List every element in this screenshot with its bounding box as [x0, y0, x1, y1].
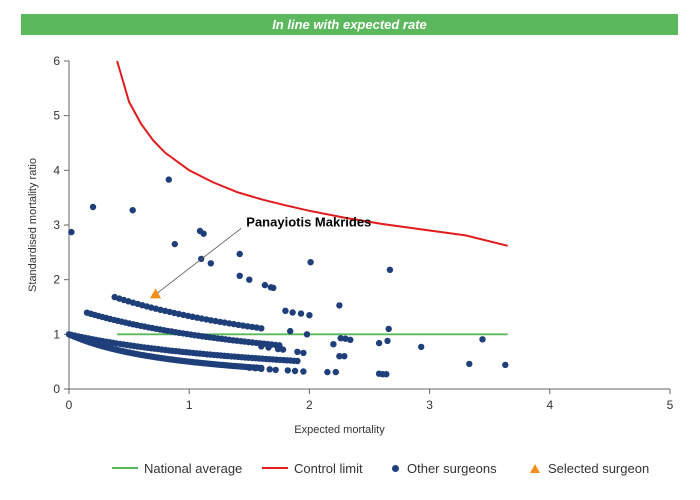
y-tick-label: 4 — [53, 163, 60, 177]
other-surgeon-point — [502, 361, 509, 369]
control-limit-line — [116, 60, 508, 247]
legend-swatch-line — [112, 467, 138, 469]
other-surgeon-point — [386, 266, 394, 273]
y-tick-label: 0 — [53, 382, 60, 396]
other-surgeon-point — [252, 365, 259, 372]
other-surgeon-point — [347, 336, 354, 343]
other-surgeon-point — [342, 335, 349, 342]
other-surgeon-point — [297, 310, 305, 317]
legend-item-selected-surgeon[interactable]: Selected surgeon — [530, 458, 649, 478]
chart-legend: National average Control limit Other sur… — [0, 458, 700, 478]
other-surgeon-point — [274, 345, 282, 353]
other-surgeon-point — [258, 343, 265, 350]
other-surgeon-point — [261, 281, 269, 289]
other-surgeon-point — [324, 368, 331, 376]
legend-label: National average — [144, 460, 243, 476]
other-surgeon-point — [418, 343, 425, 351]
chart-banner-title: In line with expected rate — [21, 14, 678, 35]
other-surgeon-point — [337, 335, 344, 342]
other-surgeon-point — [336, 353, 343, 360]
other-surgeon-point — [294, 348, 301, 355]
other-surgeon-point — [284, 367, 291, 374]
other-surgeon-point — [375, 339, 383, 347]
other-surgeon-point — [341, 353, 348, 360]
y-tick-label: 5 — [53, 109, 60, 123]
legend-swatch-triangle — [530, 463, 540, 473]
legend-swatch-dot — [392, 464, 399, 472]
other-surgeon-point — [384, 337, 391, 345]
other-surgeon-point — [68, 228, 75, 236]
annotation-leader-line — [155, 227, 242, 295]
other-surgeon-point — [287, 327, 294, 335]
other-surgeon-point — [279, 346, 287, 353]
legend-label: Selected surgeon — [548, 460, 650, 476]
other-surgeon-point — [236, 250, 243, 258]
legend-swatch-line — [262, 467, 288, 469]
legend-item-control-limit[interactable]: Control limit — [262, 458, 363, 478]
other-surgeon-point — [258, 325, 265, 332]
other-surgeon-point — [300, 349, 307, 357]
legend-item-other-surgeons[interactable]: Other surgeons — [392, 458, 497, 478]
legend-item-national-average[interactable]: National average — [112, 458, 242, 478]
other-surgeon-point — [246, 364, 253, 371]
other-surgeon-point — [336, 302, 343, 309]
y-tick-label: 3 — [53, 218, 60, 232]
other-surgeon-point — [246, 276, 253, 283]
other-surgeon-point — [265, 344, 272, 351]
other-surgeon-point — [272, 366, 279, 374]
other-surgeon-point — [332, 368, 339, 376]
other-surgeon-point — [266, 366, 273, 373]
other-surgeon-point — [200, 230, 207, 237]
other-surgeon-point — [300, 368, 307, 375]
other-surgeon-point — [207, 260, 214, 267]
other-surgeon-point — [270, 284, 277, 292]
x-tick-label: 3 — [426, 398, 433, 412]
y-tick-label: 6 — [53, 54, 60, 68]
other-surgeon-point — [129, 207, 136, 214]
legend-label: Other surgeons — [407, 460, 497, 476]
x-tick-label: 4 — [546, 398, 553, 412]
other-surgeon-point — [89, 203, 97, 211]
y-tick-label: 2 — [53, 273, 60, 287]
selected-surgeon-annotation: Panayiotis Makrides — [246, 214, 371, 229]
other-surgeon-point — [479, 336, 486, 343]
legend-label: Control limit — [294, 460, 363, 476]
x-tick-label: 5 — [667, 398, 674, 412]
plot-marks — [65, 60, 509, 378]
other-surgeon-point — [258, 365, 265, 372]
other-surgeon-point — [330, 341, 337, 348]
y-tick-label: 1 — [53, 327, 60, 341]
other-surgeon-point — [171, 240, 178, 248]
other-surgeon-point — [385, 325, 392, 333]
x-tick-label: 2 — [306, 398, 313, 412]
other-surgeon-point — [236, 272, 243, 279]
y-axis-title: Standardised mortality ratio — [27, 158, 39, 292]
other-surgeon-point — [291, 367, 299, 375]
other-surgeon-point — [307, 259, 314, 266]
other-surgeon-point — [294, 357, 301, 365]
other-surgeon-point — [289, 309, 296, 316]
other-surgeon-point — [282, 307, 289, 314]
other-surgeon-point — [303, 331, 311, 338]
other-surgeon-point — [466, 360, 473, 368]
other-surgeon-point — [165, 176, 172, 183]
x-tick-label: 1 — [186, 398, 193, 412]
selected-surgeon-point — [150, 288, 162, 299]
other-surgeon-point — [306, 312, 313, 319]
x-tick-label: 0 — [66, 398, 73, 412]
x-axis-title: Expected mortality — [294, 424, 385, 436]
other-surgeon-point — [383, 371, 390, 378]
